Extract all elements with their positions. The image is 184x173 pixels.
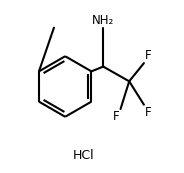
Text: F: F [145, 106, 151, 119]
Text: HCl: HCl [72, 149, 94, 162]
Text: NH₂: NH₂ [92, 14, 114, 27]
Text: F: F [113, 110, 120, 123]
Text: F: F [145, 49, 151, 62]
